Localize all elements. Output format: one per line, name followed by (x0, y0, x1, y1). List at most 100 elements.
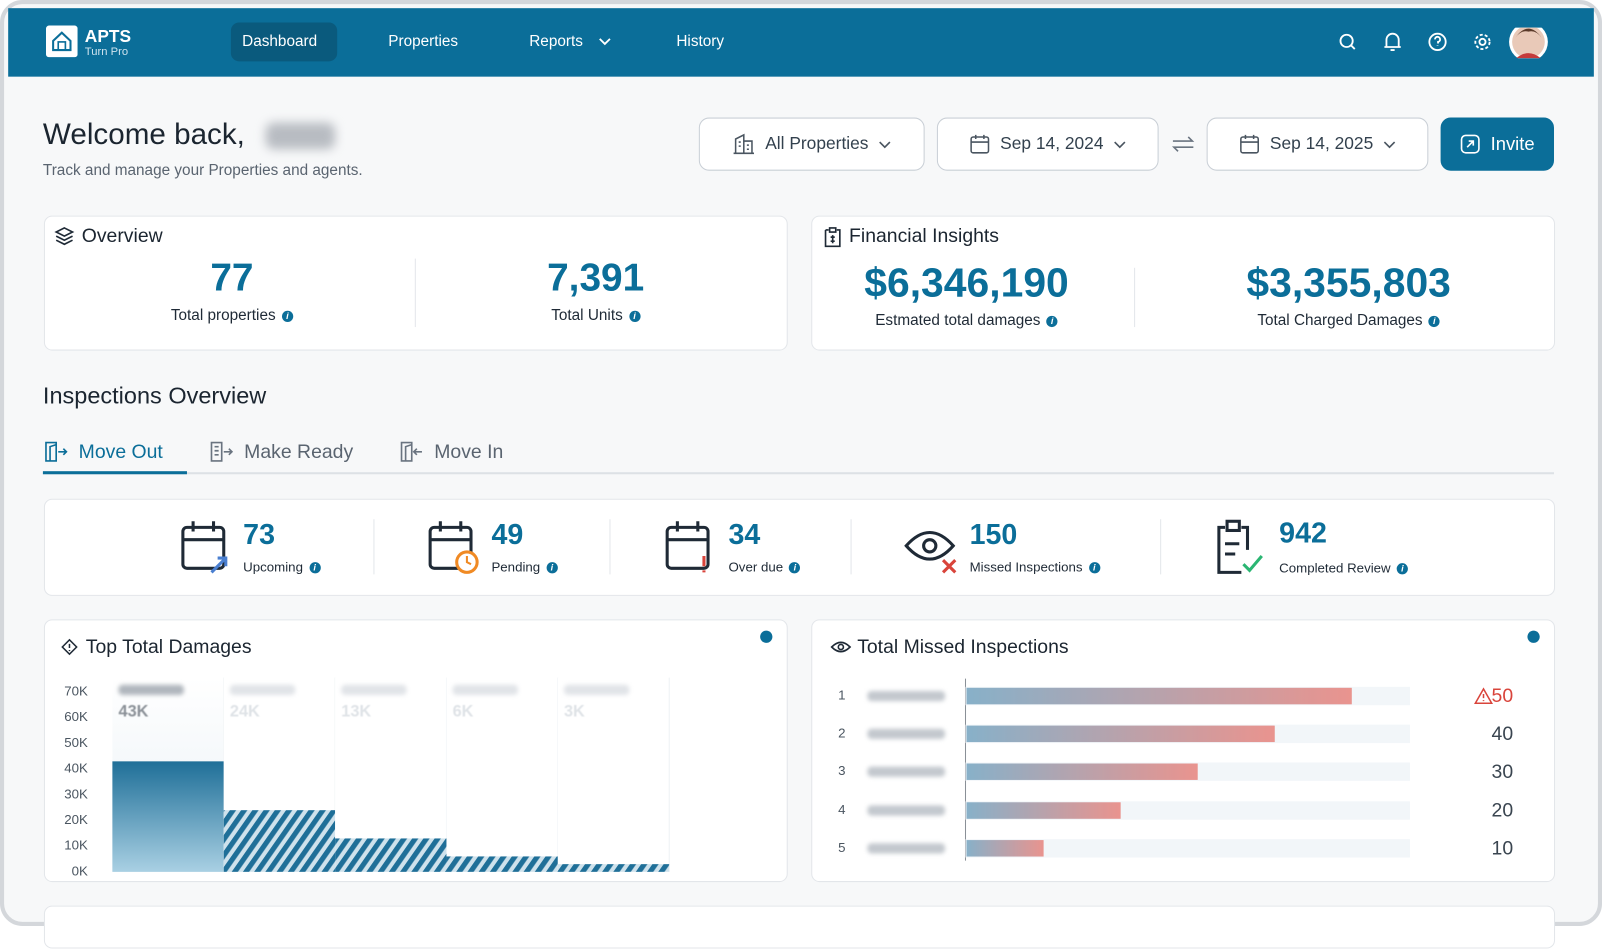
missed-chart: Total Missed Inspections 1 50 2 40 3 30 4 20 5 10 (830, 630, 1540, 861)
inspection-stats-card (43, 498, 1556, 596)
bell-icon[interactable] (1384, 32, 1401, 52)
y-tick-label: 60K (64, 709, 88, 724)
redacted-name (265, 122, 336, 150)
stat-label-row: Upcoming i (243, 559, 321, 574)
stat-label-row: Total Units i (493, 307, 697, 324)
stat-label-row: Estmated total damages i (834, 312, 1100, 329)
y-tick-label: 70K (64, 683, 88, 698)
review-icon (1217, 519, 1263, 574)
stat-label-row: Total properties i (130, 307, 334, 324)
layers-icon (54, 227, 75, 246)
info-icon[interactable]: i (309, 562, 321, 574)
value-label: 40 (1492, 723, 1514, 745)
stat-dividers (373, 519, 1162, 575)
value-label: 13K (341, 703, 371, 721)
category-label: 3 (838, 763, 845, 778)
category-label: 4 (838, 802, 845, 817)
damages-chart: Top Total Damages 0K 10K 20K 30K 40K 50K 60K 70K… (61, 630, 773, 878)
date-from: Sep 14, 2024 (1000, 133, 1104, 154)
bar-hatch (966, 763, 1198, 780)
stat-label: Total properties (170, 306, 276, 325)
y-tick-label: 30K (64, 786, 88, 801)
column-background (557, 677, 670, 872)
bar-track (965, 839, 1410, 858)
value-label: 20 (1492, 800, 1514, 822)
chevron (1383, 140, 1396, 148)
stat-label-row: Over due i (728, 559, 801, 574)
y-tick-label: 40K (64, 761, 88, 776)
door-icon (210, 441, 234, 462)
redacted-name (867, 843, 946, 854)
calendar-icon (970, 134, 990, 154)
stat-label-row: Pending i (491, 559, 558, 574)
info-icon[interactable] (1527, 630, 1540, 643)
avatar[interactable] (1509, 27, 1548, 59)
stat-value: 34 (728, 518, 761, 550)
stat-value: 7,391 (547, 256, 645, 300)
date-from-button[interactable]: Sep 14, 2024 (936, 117, 1159, 171)
divider (414, 258, 416, 328)
bar (557, 864, 670, 872)
redacted-name (867, 728, 946, 739)
info-icon[interactable] (760, 630, 773, 643)
divider (1134, 267, 1136, 328)
bar-hatch (966, 840, 1044, 857)
info-icon[interactable]: i (628, 310, 641, 322)
help-icon[interactable] (1428, 32, 1447, 52)
info-icon[interactable]: i (789, 562, 801, 574)
redacted-category (341, 684, 407, 696)
info-icon[interactable]: i (281, 310, 294, 322)
tab[interactable]: Move Out (78, 441, 163, 464)
value-label: 43K (119, 703, 149, 721)
chevron (879, 140, 891, 148)
stat-value: 77 (210, 256, 254, 300)
tab[interactable]: Make Ready (244, 441, 354, 464)
card-title: Overview (81, 225, 163, 248)
nav-item[interactable]: Dashboard (242, 32, 318, 51)
info-icon[interactable]: i (1396, 563, 1409, 575)
nav-item[interactable]: History (676, 32, 725, 51)
chart-card (811, 619, 1556, 883)
nav-item[interactable]: Reports (529, 32, 583, 51)
swap-icon[interactable] (1171, 135, 1195, 153)
settings-icon[interactable] (1474, 33, 1491, 50)
y-tick-label: 50K (64, 735, 88, 750)
invite-button[interactable]: Invite (1440, 117, 1555, 171)
redacted-category (563, 684, 630, 696)
info-icon[interactable]: i (546, 562, 558, 574)
filter-button[interactable]: All Properties (698, 117, 925, 171)
logo[interactable] (45, 25, 78, 58)
info-icon[interactable]: i (1428, 315, 1440, 328)
value-label: 10 (1492, 837, 1514, 859)
stat-label-row: Missed Inspections i (970, 559, 1100, 574)
upcoming-icon (181, 521, 228, 574)
overdue-icon (665, 521, 710, 573)
bar-hatch (966, 802, 1121, 819)
bar (446, 856, 558, 872)
bar (112, 761, 224, 872)
tab[interactable]: Move In (434, 441, 504, 464)
category-label: 5 (838, 840, 845, 855)
value-label: 50 (1492, 685, 1514, 707)
stat-value: 942 (1279, 517, 1327, 549)
stat-icons (181, 519, 1263, 575)
card-title: Financial Insights (849, 225, 1000, 248)
search-icon[interactable] (1339, 33, 1356, 50)
redacted-name (867, 766, 946, 777)
info-icon[interactable]: i (1088, 562, 1100, 574)
stat-label: Total Units (551, 306, 623, 325)
redacted-category (452, 684, 519, 696)
bar (223, 810, 336, 872)
title-icon (61, 638, 78, 656)
column-background (446, 677, 558, 872)
nav-item[interactable]: Properties (388, 32, 459, 51)
y-tick-label: 20K (64, 812, 88, 827)
subtitle: Track and manage your Properties and age… (42, 161, 363, 179)
redacted-name (867, 805, 946, 816)
stat-value: $6,346,190 (864, 260, 1069, 306)
info-icon[interactable]: i (1046, 315, 1058, 328)
y-tick-label: 0K (72, 863, 88, 878)
date-to-button[interactable]: Sep 14, 2025 (1206, 117, 1429, 171)
